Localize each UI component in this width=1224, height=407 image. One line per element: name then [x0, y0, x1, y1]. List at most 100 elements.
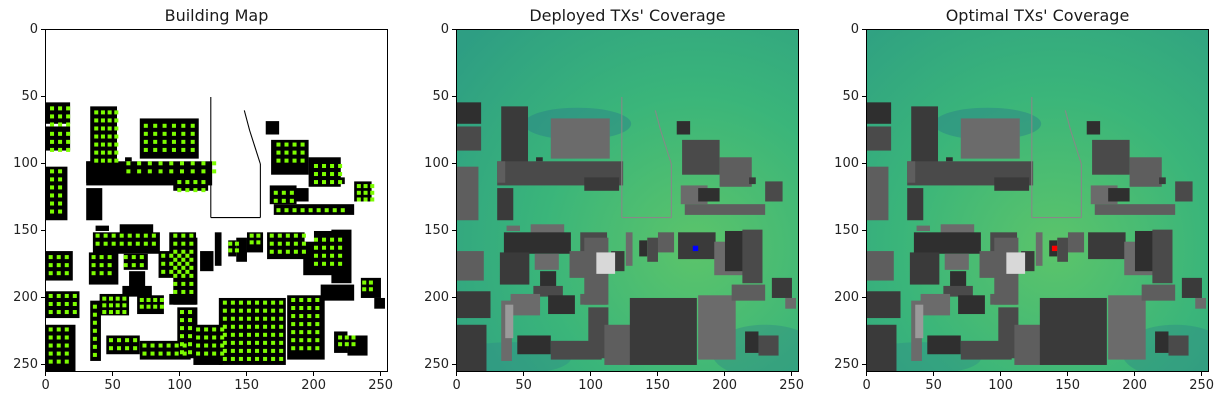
marker-point — [111, 241, 116, 246]
y-tick — [41, 163, 45, 165]
map-image — [457, 30, 798, 371]
marker-point — [182, 351, 187, 356]
marker-point — [95, 233, 100, 238]
marker-point — [48, 293, 53, 298]
x-tick-label: 250 — [368, 378, 394, 393]
tx-marker — [692, 245, 699, 252]
marker-point — [238, 340, 243, 345]
marker-point — [307, 322, 312, 327]
marker-point — [322, 180, 327, 185]
x-tick-label: 100 — [167, 378, 193, 393]
marker-point — [313, 163, 318, 169]
marker-point — [48, 263, 53, 268]
marker-point — [58, 177, 63, 182]
marker-point — [190, 161, 195, 166]
building — [580, 293, 608, 305]
marker-point — [271, 348, 276, 353]
building — [867, 291, 901, 319]
building — [950, 271, 967, 290]
building — [374, 297, 385, 309]
marker-point — [173, 281, 178, 286]
marker-point — [212, 335, 217, 340]
marker-point — [169, 161, 174, 166]
x-tick — [866, 372, 868, 376]
marker-point — [48, 351, 53, 356]
marker-point — [166, 343, 171, 348]
marker-point — [64, 335, 69, 340]
marker-point — [279, 332, 284, 337]
y-tick — [452, 297, 456, 299]
building — [1088, 232, 1126, 260]
marker-point — [102, 296, 107, 301]
building — [46, 166, 68, 221]
marker-point — [115, 296, 120, 301]
y-tick-label: 250 — [834, 356, 859, 372]
marker-point — [181, 147, 186, 152]
marker-point — [256, 233, 261, 238]
marker-point — [72, 310, 77, 315]
marker-point — [338, 253, 343, 258]
marker-point — [246, 308, 251, 313]
marker-point — [212, 343, 217, 348]
building — [1195, 297, 1206, 309]
marker-point — [338, 335, 343, 340]
marker-point — [169, 253, 174, 258]
marker-point — [64, 255, 69, 260]
marker-point — [177, 269, 182, 274]
marker-point — [255, 300, 260, 305]
building — [629, 297, 697, 365]
marker-point — [122, 310, 127, 315]
marker-point — [185, 269, 190, 274]
marker-point — [276, 142, 281, 147]
marker-point — [158, 351, 163, 356]
y-tick-label: 200 — [424, 289, 449, 305]
marker-point — [64, 359, 69, 364]
building — [92, 232, 160, 254]
marker-point — [139, 255, 144, 260]
marker-point — [368, 287, 373, 292]
marker-point — [271, 324, 276, 329]
marker-point — [94, 118, 99, 123]
marker-point — [173, 273, 178, 278]
building — [960, 340, 1012, 360]
marker-point — [179, 350, 185, 355]
building — [1086, 121, 1101, 135]
marker-point — [255, 332, 260, 337]
marker-point — [190, 147, 195, 152]
marker-point — [338, 172, 343, 177]
marker-point — [276, 158, 281, 163]
marker-point — [151, 233, 156, 238]
building — [907, 161, 916, 183]
building — [173, 177, 209, 191]
marker-point — [189, 265, 194, 270]
building — [95, 225, 109, 231]
marker-point — [230, 324, 235, 329]
marker-point — [142, 351, 147, 356]
marker-point — [153, 139, 158, 144]
marker-point — [50, 193, 55, 198]
building — [698, 188, 720, 202]
building — [550, 118, 610, 159]
plot-area — [45, 29, 388, 372]
marker-point — [100, 118, 105, 123]
marker-point — [271, 356, 276, 361]
marker-point — [322, 172, 327, 177]
marker-point — [204, 343, 209, 348]
marker-point — [153, 304, 158, 309]
marker-point — [181, 131, 186, 136]
x-tick — [112, 372, 114, 376]
marker-point — [196, 327, 201, 332]
marker-point — [291, 346, 296, 351]
marker-point — [158, 169, 163, 174]
building — [657, 232, 675, 253]
marker-point — [185, 253, 190, 258]
marker-point — [50, 209, 55, 214]
marker-point — [56, 343, 61, 348]
marker-point — [246, 332, 251, 337]
marker-point — [222, 340, 227, 345]
y-tick — [41, 364, 45, 366]
marker-point — [139, 263, 144, 268]
marker-point — [114, 142, 119, 147]
marker-point — [50, 177, 55, 182]
building — [944, 253, 969, 270]
